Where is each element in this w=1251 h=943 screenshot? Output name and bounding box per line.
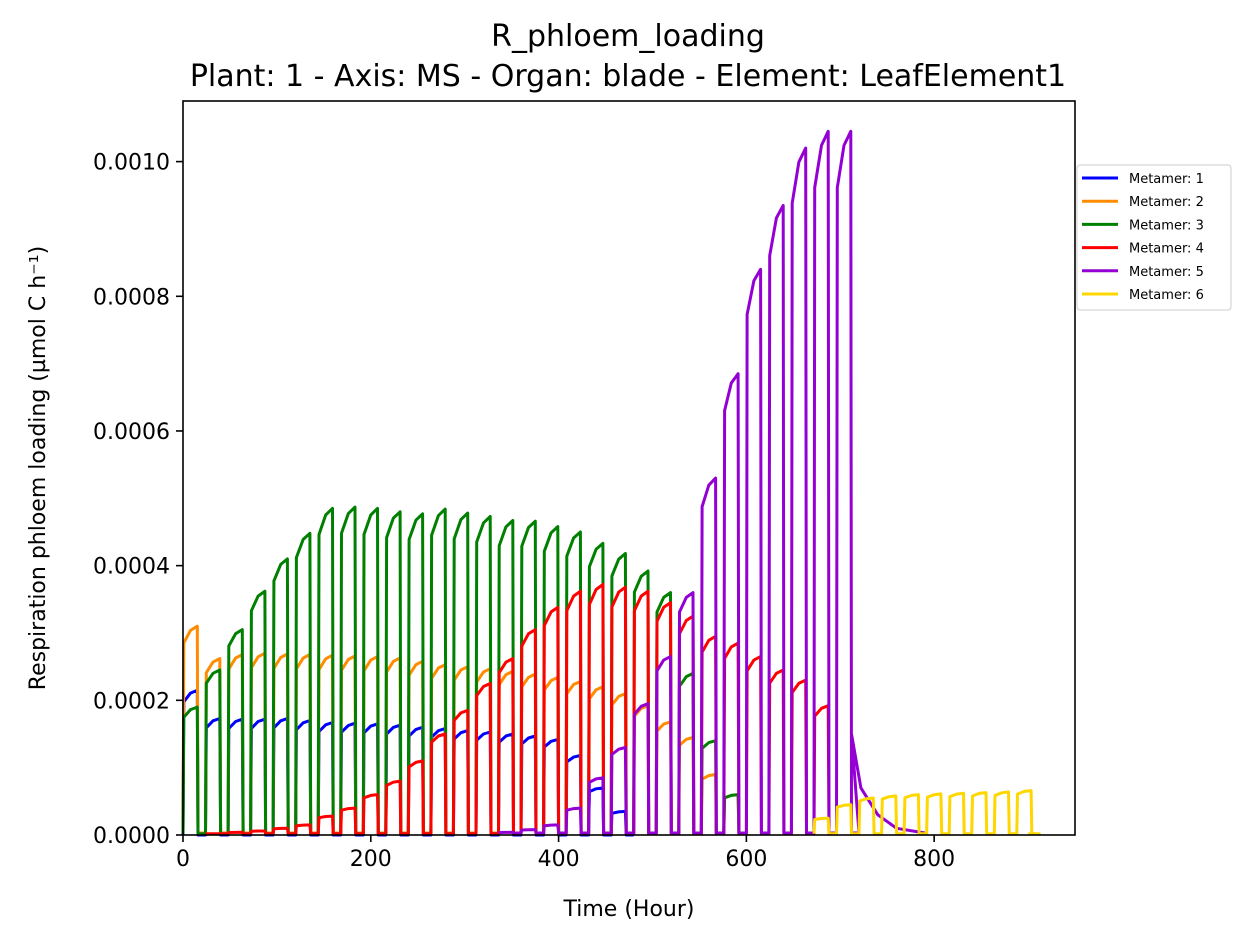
- y-axis-label: Respiration phloem loading (µmol C h⁻¹): [26, 246, 51, 690]
- y-tick-label: 0.0010: [93, 151, 170, 176]
- y-tick-label: 0.0002: [93, 689, 170, 714]
- y-tick-label: 0.0008: [93, 285, 170, 310]
- legend-label: Metamer: 6: [1129, 288, 1204, 303]
- y-tick-label: 0.0006: [93, 420, 170, 445]
- series-line-metamer-2: [181, 624, 747, 835]
- x-axis-label: Time (Hour): [563, 897, 695, 922]
- series-layer: [181, 129, 1041, 837]
- chart-title: R_phloem_loading: [491, 19, 765, 54]
- legend-label: Metamer: 1: [1129, 172, 1204, 187]
- x-tick-label: 200: [350, 847, 392, 872]
- y-tick-label: 0.0000: [93, 824, 170, 849]
- y-axis-ticks: 0.0000 0.0002 0.0004 0.0006 0.0008 0.0010: [93, 151, 183, 849]
- legend-label: Metamer: 4: [1129, 242, 1204, 257]
- legend-label: Metamer: 5: [1129, 265, 1204, 280]
- x-axis-ticks: 0 200 400 600 800: [176, 835, 955, 872]
- plot-frame: [182, 100, 1076, 836]
- series-line-metamer-5: [497, 129, 926, 835]
- x-tick-label: 600: [725, 847, 767, 872]
- x-tick-label: 0: [176, 847, 190, 872]
- x-tick-label: 800: [913, 847, 955, 872]
- legend: Metamer: 1 Metamer: 2 Metamer: 3 Metamer: 4…: [1076, 164, 1232, 311]
- legend-label: Metamer: 2: [1129, 195, 1204, 210]
- y-tick-label: 0.0004: [93, 555, 170, 580]
- x-tick-label: 400: [538, 847, 580, 872]
- chart-subtitle: Plant: 1 - Axis: MS - Organ: blade - Ele…: [190, 59, 1066, 94]
- series-line-metamer-3: [181, 505, 747, 836]
- legend-label: Metamer: 3: [1129, 218, 1204, 233]
- series-line-metamer-6: [812, 789, 1041, 836]
